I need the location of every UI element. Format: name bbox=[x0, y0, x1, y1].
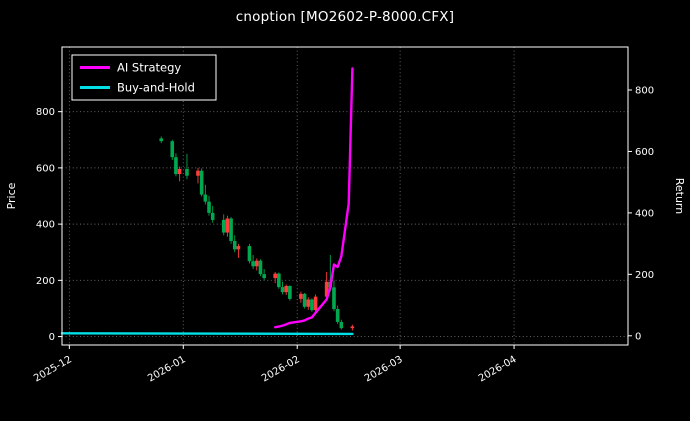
plot-border bbox=[61, 46, 629, 346]
svg-text:600: 600 bbox=[36, 163, 55, 174]
svg-text:800: 800 bbox=[36, 107, 55, 118]
svg-text:2026-04: 2026-04 bbox=[477, 354, 519, 384]
svg-text:200: 200 bbox=[36, 276, 55, 287]
svg-text:600: 600 bbox=[635, 147, 654, 158]
legend-label: Buy-and-Hold bbox=[117, 81, 195, 95]
ai-strategy-line bbox=[274, 67, 354, 329]
svg-text:400: 400 bbox=[635, 208, 654, 219]
svg-text:2025-12: 2025-12 bbox=[32, 354, 74, 384]
candlestick-series bbox=[159, 136, 355, 331]
svg-text:0: 0 bbox=[635, 331, 641, 342]
svg-text:2026-02: 2026-02 bbox=[260, 354, 302, 384]
right-axis-label: Return bbox=[673, 178, 686, 215]
chart-title: cnoption [MO2602-P-8000.CFX] bbox=[235, 9, 455, 25]
left-axis-label: Price bbox=[5, 182, 18, 209]
svg-text:0: 0 bbox=[49, 332, 55, 343]
svg-text:2026-01: 2026-01 bbox=[146, 354, 188, 384]
svg-text:200: 200 bbox=[635, 270, 654, 281]
svg-text:400: 400 bbox=[36, 220, 55, 231]
buy-and-hold-line bbox=[60, 332, 354, 336]
svg-text:800: 800 bbox=[635, 86, 654, 97]
svg-text:2026-03: 2026-03 bbox=[363, 354, 405, 384]
gridlines bbox=[62, 47, 628, 345]
legend: AI Strategy Buy-and-Hold bbox=[71, 54, 217, 101]
legend-label: AI Strategy bbox=[117, 61, 181, 75]
